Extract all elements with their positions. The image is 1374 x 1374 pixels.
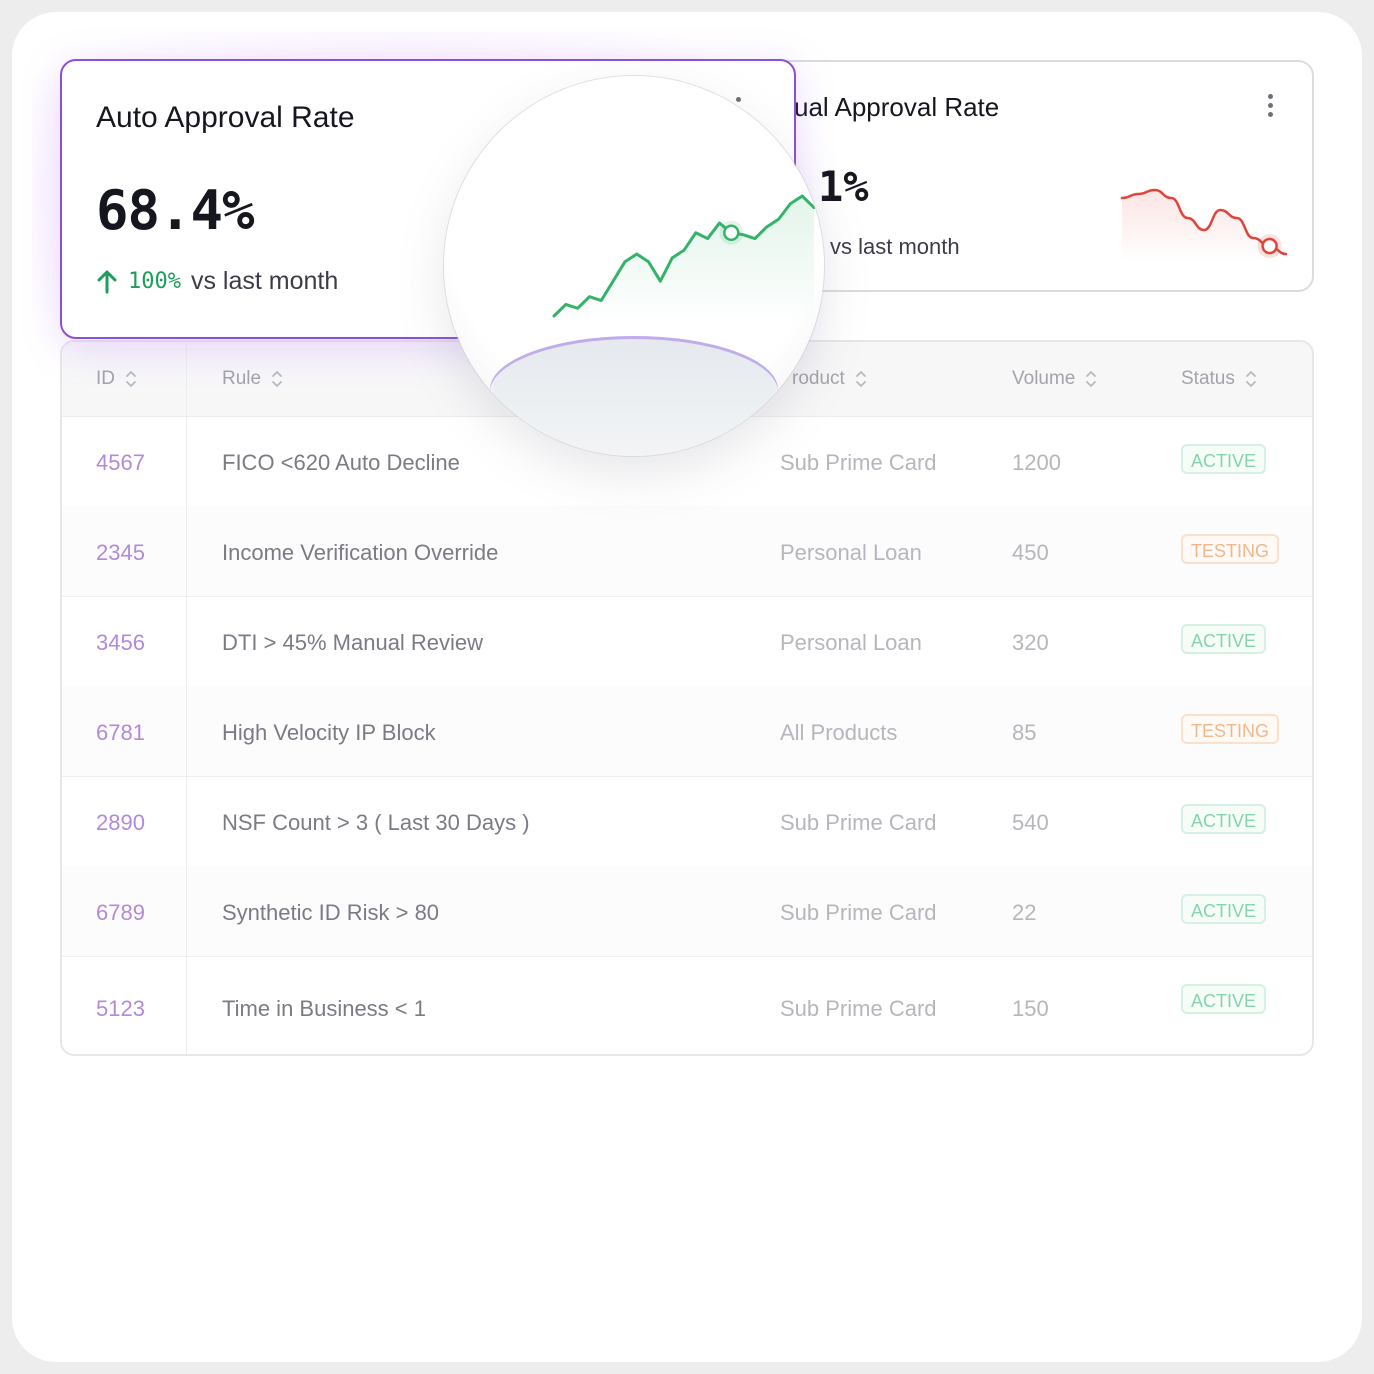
- table-row[interactable]: 3456 DTI > 45% Manual Review Personal Lo…: [62, 596, 1312, 687]
- row-id[interactable]: 2345: [96, 540, 145, 565]
- manual-approval-trend-label: vs last month: [830, 234, 960, 259]
- kebab-menu-icon[interactable]: [1268, 94, 1276, 121]
- arrow-up-icon: [97, 270, 117, 293]
- row-volume: 540: [1012, 810, 1049, 835]
- table-row[interactable]: 6789 Synthetic ID Risk > 80 Sub Prime Ca…: [62, 866, 1312, 957]
- manual-approval-value: 1%: [818, 162, 869, 211]
- sparkline-line: [1120, 188, 1288, 256]
- sparkline-area: [1122, 190, 1286, 262]
- sort-chevrons-icon[interactable]: [1245, 369, 1257, 389]
- auto-approval-sparkline: [552, 194, 816, 326]
- sparkline-point: [723, 224, 740, 242]
- magnifier-lens: [444, 76, 824, 456]
- row-id[interactable]: 6789: [96, 900, 145, 925]
- auto-approval-title: Auto Approval Rate: [96, 101, 355, 134]
- table-row[interactable]: 2890 NSF Count > 3 ( Last 30 Days ) Sub …: [62, 776, 1312, 867]
- column-header-rule[interactable]: Rule: [222, 368, 283, 390]
- row-rule: High Velocity IP Block: [222, 720, 436, 745]
- auto-approval-value: 68.4%: [96, 179, 255, 242]
- table-row[interactable]: 2345 Income Verification Override Person…: [62, 506, 1312, 597]
- row-volume: 1200: [1012, 450, 1061, 475]
- table-row[interactable]: 6781 High Velocity IP Block All Products…: [62, 686, 1312, 777]
- status-badge: ACTIVE: [1181, 624, 1267, 654]
- row-rule: NSF Count > 3 ( Last 30 Days ): [222, 810, 530, 835]
- row-volume: 150: [1012, 996, 1049, 1021]
- row-volume: 450: [1012, 540, 1049, 565]
- row-volume: 85: [1012, 720, 1037, 745]
- status-badge: ACTIVE: [1181, 444, 1267, 474]
- sparkline-line: [552, 194, 816, 318]
- column-divider: [186, 342, 187, 1054]
- status-badge: TESTING: [1181, 714, 1280, 744]
- manual-approval-trend: vs last month: [830, 234, 960, 260]
- kebab-menu-icon[interactable]: [736, 97, 744, 106]
- row-volume: 320: [1012, 630, 1049, 655]
- row-rule: Time in Business < 1: [222, 996, 426, 1021]
- row-rule: DTI > 45% Manual Review: [222, 630, 484, 655]
- row-product: Sub Prime Card: [780, 900, 937, 925]
- table-row[interactable]: 5123 Time in Business < 1 Sub Prime Card…: [62, 956, 1312, 1046]
- column-header-volume[interactable]: Volume: [1012, 368, 1097, 390]
- manual-approval-sparkline: [1120, 188, 1288, 262]
- app-frame: Auto Approval Rate 68.4% 100% vs last mo…: [12, 12, 1362, 1362]
- row-id[interactable]: 4567: [96, 450, 145, 475]
- sort-chevrons-icon[interactable]: [855, 369, 867, 389]
- row-volume: 22: [1012, 900, 1037, 925]
- row-product: Personal Loan: [780, 630, 922, 655]
- status-badge: ACTIVE: [1181, 804, 1267, 834]
- row-id[interactable]: 3456: [96, 630, 145, 655]
- row-id[interactable]: 6781: [96, 720, 145, 745]
- rules-table: ID Rule roduct Volume Status 4567 FIC: [60, 340, 1314, 1056]
- auto-approval-trend: 100% vs last month: [96, 267, 338, 296]
- row-product: Sub Prime Card: [780, 996, 937, 1021]
- sparkline-point: [1261, 237, 1278, 255]
- row-rule: Synthetic ID Risk > 80: [222, 900, 440, 925]
- row-rule: FICO <620 Auto Decline: [222, 450, 460, 475]
- auto-approval-trend-pct: 100%: [128, 269, 181, 294]
- row-product: Sub Prime Card: [780, 810, 937, 835]
- auto-approval-trend-label: vs last month: [190, 267, 339, 295]
- table-row[interactable]: 4567 FICO <620 Auto Decline Sub Prime Ca…: [62, 416, 1312, 507]
- sort-chevrons-icon[interactable]: [271, 369, 283, 389]
- sort-chevrons-icon[interactable]: [1085, 369, 1097, 389]
- sparkline-area: [554, 196, 814, 326]
- manual-approval-title: ual Approval Rate: [794, 92, 1000, 122]
- column-header-status[interactable]: Status: [1181, 368, 1257, 390]
- row-id[interactable]: 2890: [96, 810, 145, 835]
- column-header-id[interactable]: ID: [96, 368, 137, 390]
- status-badge: ACTIVE: [1181, 894, 1267, 924]
- status-badge: TESTING: [1181, 534, 1280, 564]
- row-id[interactable]: 5123: [96, 996, 145, 1021]
- row-rule: Income Verification Override: [222, 540, 499, 565]
- column-header-product[interactable]: roduct: [792, 368, 867, 390]
- status-badge: ACTIVE: [1181, 984, 1267, 1014]
- row-product: All Products: [780, 720, 898, 745]
- sort-chevrons-icon[interactable]: [125, 369, 137, 389]
- manual-approval-card[interactable]: ual Approval Rate 1% vs last month: [772, 60, 1314, 292]
- lens-reflection: [490, 336, 778, 456]
- row-product: Personal Loan: [780, 540, 922, 565]
- row-product: Sub Prime Card: [780, 450, 937, 475]
